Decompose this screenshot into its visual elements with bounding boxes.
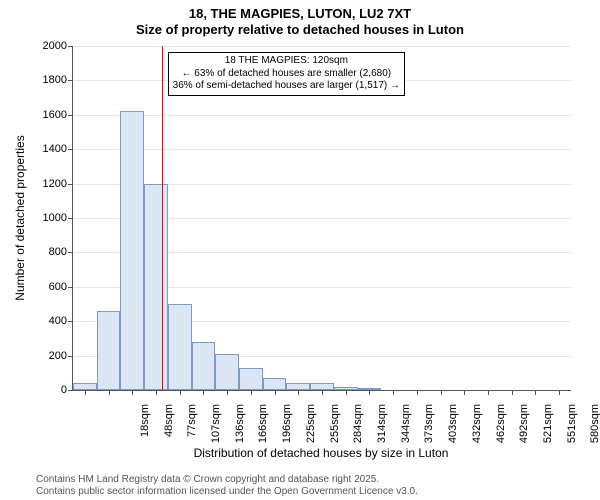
ytick-label: 800 — [49, 246, 73, 258]
xtick-mark — [346, 390, 347, 395]
ytick-label: 1000 — [43, 212, 73, 224]
annotation-line1: 18 THE MAGPIES: 120sqm — [173, 55, 400, 68]
ytick-label: 1200 — [43, 178, 73, 190]
xtick-mark — [464, 390, 465, 395]
ytick-label: 400 — [49, 315, 73, 327]
xtick-mark — [85, 390, 86, 395]
xtick-mark — [203, 390, 204, 395]
xtick-mark — [251, 390, 252, 395]
annotation-box: 18 THE MAGPIES: 120sqm← 63% of detached … — [168, 52, 405, 96]
xtick-label: 462sqm — [495, 404, 507, 464]
ytick-label: 2000 — [43, 40, 73, 52]
gridline-h — [73, 149, 571, 150]
bar — [215, 354, 239, 390]
bar — [144, 184, 168, 390]
xtick-mark — [369, 390, 370, 395]
xtick-mark — [488, 390, 489, 395]
annotation-line2: ← 63% of detached houses are smaller (2,… — [173, 68, 400, 81]
xtick-mark — [298, 390, 299, 395]
ytick-label: 200 — [49, 350, 73, 362]
bar — [239, 368, 263, 390]
xtick-mark — [275, 390, 276, 395]
xtick-mark — [441, 390, 442, 395]
xtick-label: 403sqm — [447, 404, 459, 464]
xtick-mark — [559, 390, 560, 395]
gridline-h — [73, 46, 571, 47]
xtick-label: 18sqm — [139, 404, 151, 464]
xtick-label: 432sqm — [471, 404, 483, 464]
plot-area: 020040060080010001200140016001800200018s… — [72, 46, 571, 391]
bar — [310, 383, 334, 390]
footer-line1: Contains HM Land Registry data © Crown c… — [36, 474, 600, 486]
xtick-label: 48sqm — [163, 404, 175, 464]
xtick-label: 580sqm — [589, 404, 600, 464]
ytick-label: 1600 — [43, 109, 73, 121]
footer: Contains HM Land Registry data © Crown c… — [0, 474, 600, 498]
xtick-mark — [393, 390, 394, 395]
xtick-mark — [132, 390, 133, 395]
xtick-mark — [180, 390, 181, 395]
chart-title-line2: Size of property relative to detached ho… — [0, 22, 600, 37]
marker-line — [162, 46, 163, 390]
ytick-label: 600 — [49, 281, 73, 293]
bar — [97, 311, 121, 390]
xtick-mark — [417, 390, 418, 395]
xtick-mark — [322, 390, 323, 395]
bar — [263, 378, 287, 390]
xtick-label: 551sqm — [566, 404, 578, 464]
bar — [73, 383, 97, 390]
bar — [286, 383, 310, 390]
xtick-mark — [535, 390, 536, 395]
xtick-mark — [109, 390, 110, 395]
footer-line2: Contains public sector information licen… — [36, 486, 600, 498]
xtick-mark — [156, 390, 157, 395]
xtick-mark — [227, 390, 228, 395]
x-axis-label: Distribution of detached houses by size … — [194, 446, 449, 460]
chart-title-line1: 18, THE MAGPIES, LUTON, LU2 7XT — [0, 6, 600, 21]
bar — [120, 111, 144, 390]
ytick-label: 0 — [61, 384, 73, 396]
ytick-label: 1800 — [43, 74, 73, 86]
annotation-line3: 36% of semi-detached houses are larger (… — [173, 80, 400, 93]
bar — [168, 304, 192, 390]
gridline-h — [73, 115, 571, 116]
xtick-mark — [512, 390, 513, 395]
ytick-label: 1400 — [43, 143, 73, 155]
xtick-label: 492sqm — [518, 404, 530, 464]
y-axis-label: Number of detached properties — [13, 135, 27, 300]
xtick-label: 521sqm — [542, 404, 554, 464]
bar — [192, 342, 216, 390]
